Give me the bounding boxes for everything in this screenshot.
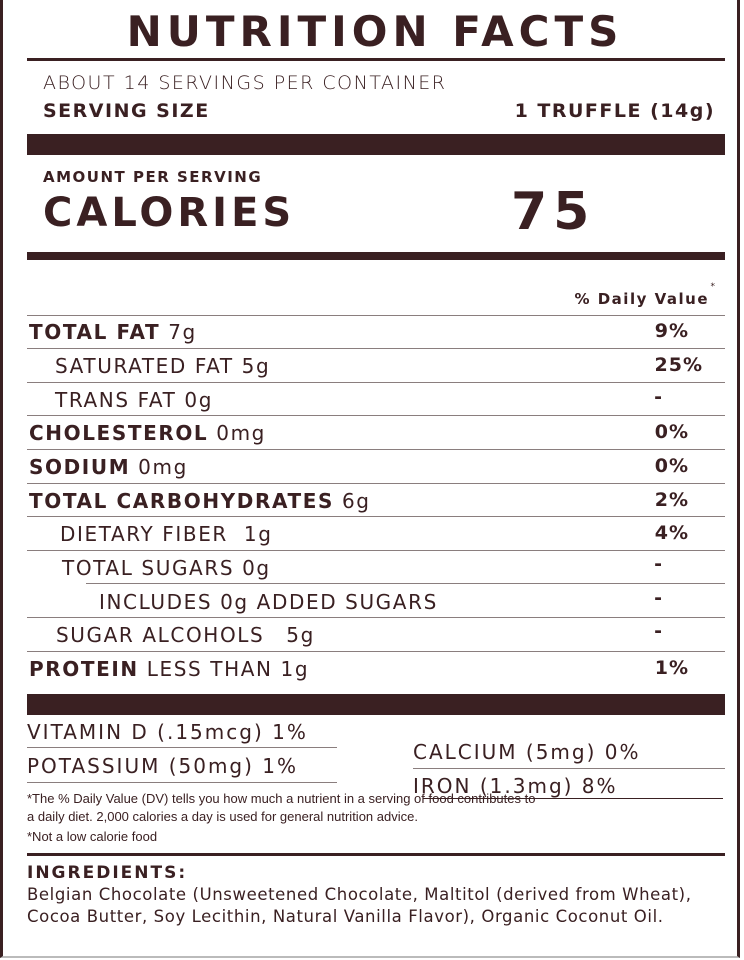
title-rule [27,58,725,61]
ingredients-rule [27,853,725,856]
daily-value-footnote-line1: *The % Daily Value (DV) tells you how mu… [27,791,536,806]
serving-size-value: 1 TRUFFLE (14g) [514,100,715,122]
iron: IRON (1.3mg) 8% [413,774,618,798]
dv-total-sugars: - [654,553,663,575]
divider [27,516,725,517]
divider [27,483,725,484]
label-title: NUTRITION FACTS [126,7,624,56]
daily-value-footnote-line2: a daily diet. 2,000 calories a day is us… [27,809,418,824]
nutrient-row-added-sugars: INCLUDES 0g ADDED SUGARS [99,590,438,614]
nutrient-row-protein: PROTEIN LESS THAN 1g [29,657,310,681]
divider [86,583,725,584]
divider [27,651,725,652]
dv-sodium: 0% [654,455,689,477]
divider [27,415,725,416]
dv-sugar-alcohols: - [654,620,663,642]
dv-total-carbohydrates: 2% [654,489,689,511]
calcium: CALCIUM (5mg) 0% [413,740,641,764]
divider [27,782,337,783]
dv-added-sugars: - [654,587,663,609]
ingredients-text: Belgian Chocolate (Unsweetened Chocolate… [27,885,692,926]
potassium: POTASSIUM (50mg) 1% [27,754,299,778]
thick-bar-vitamins [27,694,725,715]
nutrient-row-saturated-fat: SATURATED FAT 5g [55,354,271,378]
divider [27,449,725,450]
strikethrough-line [423,798,723,799]
nutrient-row-total-fat: TOTAL FAT 7g [29,320,197,344]
low-calorie-footnote: *Not a low calorie food [27,829,158,844]
dv-saturated-fat: 25% [654,354,703,376]
divider [27,348,725,349]
dv-total-fat: 9% [654,320,689,342]
nutrient-row-total-sugars: TOTAL SUGARS 0g [62,556,271,580]
daily-value-asterisk: * [710,282,716,292]
nutrient-row-total-carbohydrates: TOTAL CARBOHYDRATES 6g [29,489,371,513]
servings-per-container: ABOUT 14 SERVINGS PER CONTAINER [43,72,447,94]
vitamin-d: VITAMIN D (.15mcg) 1% [27,720,308,744]
nutrient-row-sugar-alcohols: SUGAR ALCOHOLS 5g [56,623,315,647]
calories-value: 75 [511,182,596,242]
amount-per-serving: AMOUNT PER SERVING [43,168,263,186]
nutrient-row-cholesterol: CHOLESTEROL 0mg [29,421,266,445]
divider [27,315,725,316]
divider [413,768,725,769]
divider [27,550,725,551]
nutrient-row-trans-fat: TRANS FAT 0g [55,388,214,412]
nutrient-row-sodium: SODIUM 0mg [29,455,188,479]
divider [27,382,725,383]
ingredients-heading: INGREDIENTS: [27,863,188,883]
dv-protein: 1% [654,657,689,679]
divider [27,747,337,748]
divider [27,617,725,618]
calories-label: CALORIES [43,190,296,236]
calories-rule [27,252,725,260]
dv-dietary-fiber: 4% [654,522,689,544]
nutrient-row-dietary-fiber: DIETARY FIBER 1g [60,522,273,546]
dv-trans-fat: - [654,386,663,408]
dv-cholesterol: 0% [654,421,689,443]
daily-value-header: % Daily Value [574,290,709,308]
thick-bar-top [27,134,725,155]
serving-size-label: SERVING SIZE [43,100,210,122]
